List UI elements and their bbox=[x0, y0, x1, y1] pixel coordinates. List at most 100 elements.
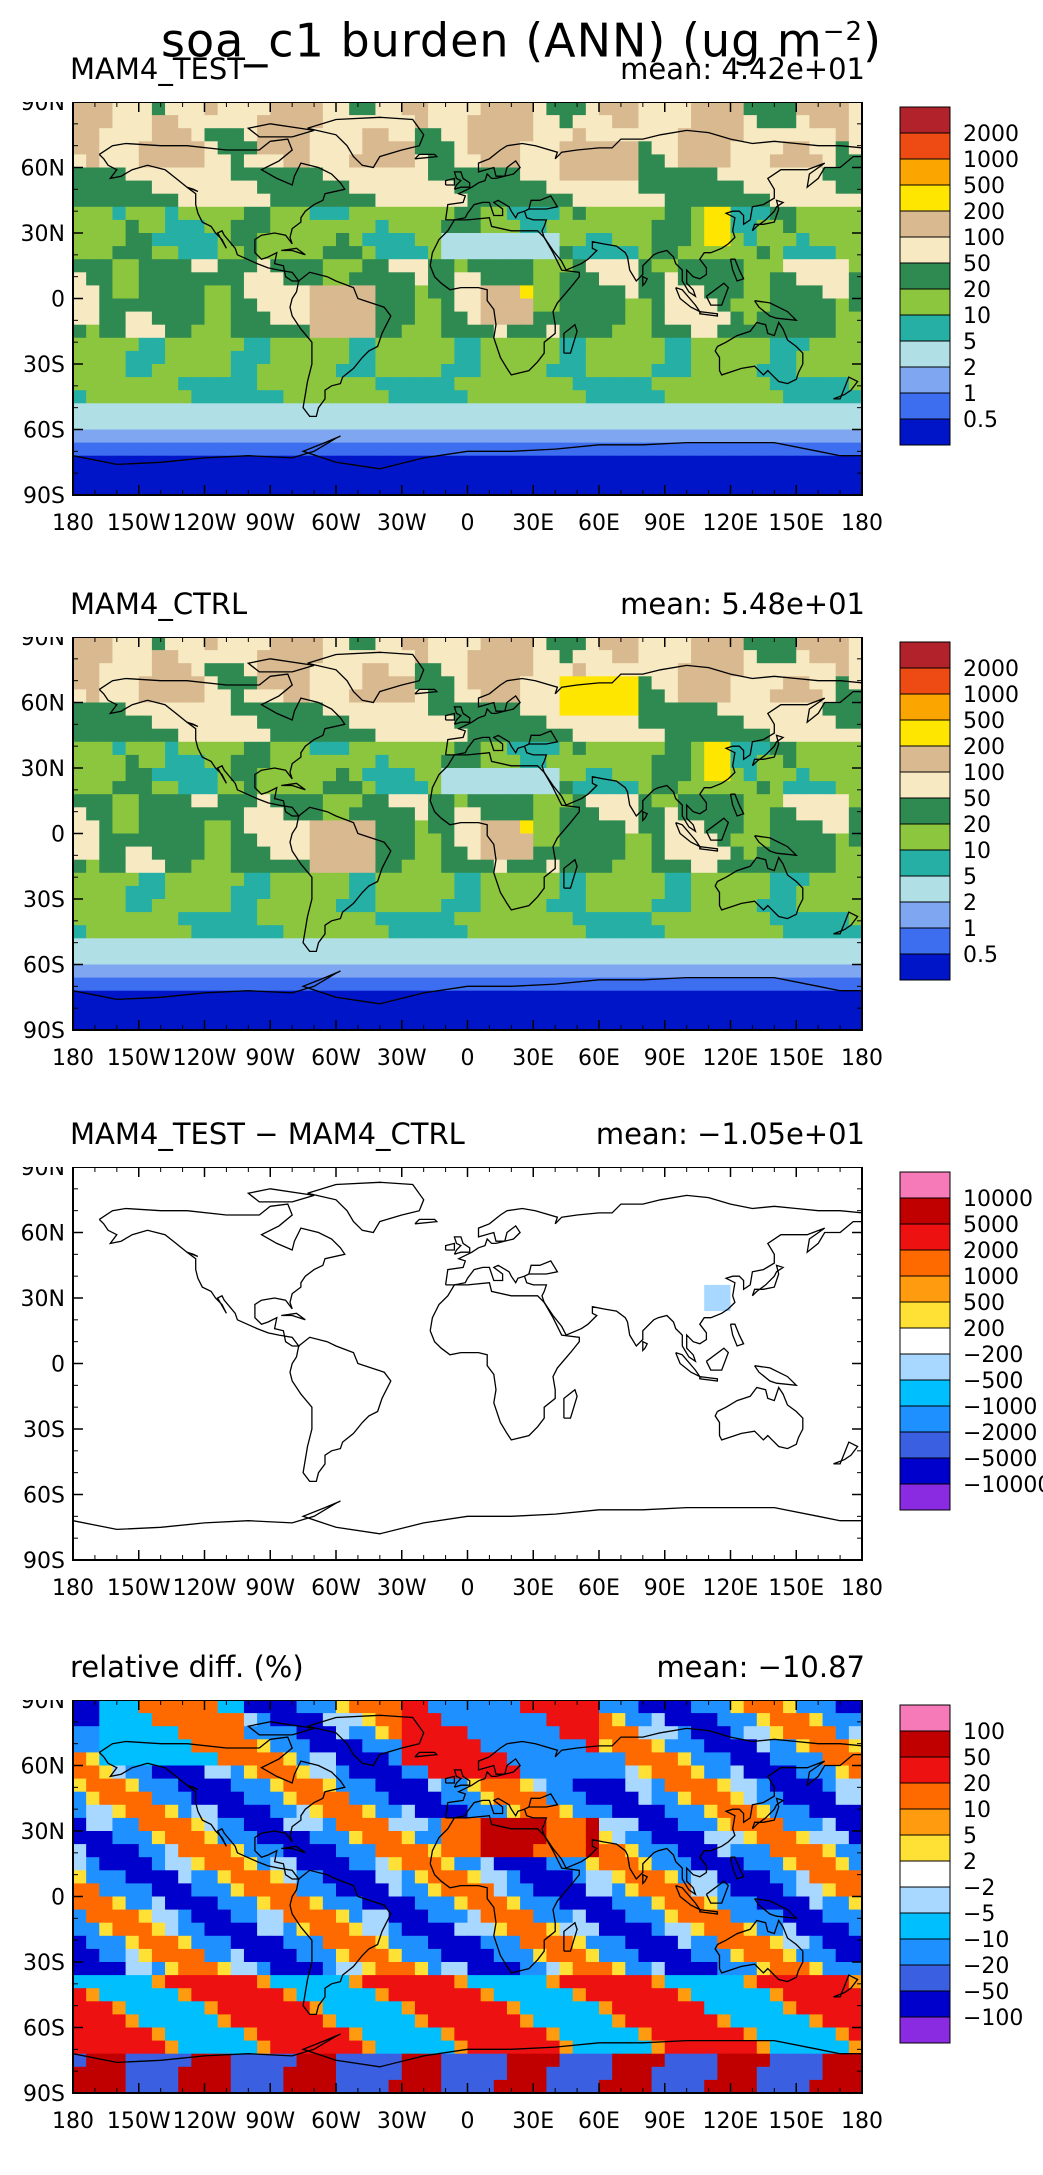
colorbar-swatch bbox=[899, 1808, 951, 1836]
colorbar-swatch bbox=[899, 1730, 951, 1758]
lat-tick-label: 60N bbox=[21, 1222, 65, 1247]
colorbar-swatch bbox=[899, 1860, 951, 1888]
colorbar-swatch bbox=[899, 1912, 951, 1940]
lon-tick-label: 150W bbox=[107, 2109, 171, 2134]
panel-3-coastlines bbox=[72, 1181, 863, 1535]
lat-tick-label: 60S bbox=[23, 419, 65, 444]
colorbar-label: 500 bbox=[963, 709, 1005, 734]
colorbar-label: −2000 bbox=[963, 1421, 1037, 1446]
colorbar-swatch bbox=[899, 1704, 951, 1732]
lat-tick-label: 30N bbox=[21, 1287, 65, 1312]
colorbar-swatch bbox=[899, 1431, 951, 1459]
colorbar-label: 200 bbox=[963, 200, 1005, 225]
colorbar-label: −20 bbox=[963, 1954, 1009, 1979]
lon-tick-label: 90W bbox=[245, 1046, 295, 1071]
colorbar-label: −500 bbox=[963, 1369, 1023, 1394]
lat-tick-label: 0 bbox=[51, 823, 65, 848]
colorbar-label: 2 bbox=[963, 891, 977, 916]
colorbar-label: 0.5 bbox=[963, 408, 998, 433]
colorbar-swatch bbox=[899, 288, 951, 316]
lon-tick-label: 60W bbox=[311, 511, 361, 536]
colorbar-swatch bbox=[899, 849, 951, 877]
colorbar-swatch bbox=[899, 1327, 951, 1355]
colorbar-label: 10000 bbox=[963, 1187, 1033, 1212]
lat-tick-label: 90N bbox=[21, 1167, 65, 1181]
colorbar-label: −50 bbox=[963, 1980, 1009, 2005]
lon-tick-label: 90E bbox=[644, 1576, 686, 1601]
lon-tick-label: 90W bbox=[245, 511, 295, 536]
panel-4-mean-label: mean: −10.87 bbox=[656, 1650, 865, 1684]
colorbar-label: 200 bbox=[963, 735, 1005, 760]
colorbar-swatch bbox=[899, 1483, 951, 1511]
lat-tick-label: 60N bbox=[21, 157, 65, 182]
colorbar-label: 1 bbox=[963, 382, 977, 407]
lon-tick-label: 60W bbox=[311, 1576, 361, 1601]
lat-tick-label: 30S bbox=[23, 888, 65, 913]
lon-tick-label: 30E bbox=[512, 1046, 554, 1071]
lon-tick-label: 120E bbox=[703, 511, 759, 536]
lon-tick-label: 180 bbox=[52, 2109, 94, 2134]
panel-3-field bbox=[73, 1167, 863, 1561]
colorbar-swatch bbox=[899, 1275, 951, 1303]
colorbar-swatch bbox=[899, 1457, 951, 1485]
lat-tick-label: 0 bbox=[51, 288, 65, 313]
lat-tick-label: 30N bbox=[21, 757, 65, 782]
colorbar-swatch bbox=[899, 1301, 951, 1329]
colorbar-label: 20 bbox=[963, 1772, 991, 1797]
lon-tick-label: 90W bbox=[245, 1576, 295, 1601]
colorbar-label: 5 bbox=[963, 330, 977, 355]
lon-tick-label: 60W bbox=[311, 2109, 361, 2134]
figure-title: soa_c1 burden (ANN) (ug m−2) bbox=[0, 0, 1043, 72]
colorbar-label: 500 bbox=[963, 1291, 1005, 1316]
colorbar-swatch bbox=[899, 210, 951, 238]
colorbar-swatch bbox=[899, 745, 951, 773]
colorbar-swatch bbox=[899, 693, 951, 721]
colorbar-swatch bbox=[899, 719, 951, 747]
lon-tick-label: 150W bbox=[107, 511, 171, 536]
lon-tick-label: 180 bbox=[841, 511, 883, 536]
lat-tick-label: 60N bbox=[21, 1755, 65, 1780]
colorbar-swatch bbox=[899, 1405, 951, 1433]
colorbar-label: −2 bbox=[963, 1876, 995, 1901]
lon-tick-label: 120W bbox=[173, 2109, 237, 2134]
panel-3-left-label: MAM4_TEST − MAM4_CTRL bbox=[70, 1117, 465, 1151]
panel-3-colorbar: 10000500020001000500200−200−500−1000−200… bbox=[899, 1171, 1043, 1511]
lon-tick-label: 0 bbox=[461, 1046, 475, 1071]
lon-tick-label: 150E bbox=[768, 1576, 824, 1601]
lon-tick-label: 180 bbox=[841, 2109, 883, 2134]
colorbar-label: 0.5 bbox=[963, 943, 998, 968]
colorbar-label: −1000 bbox=[963, 1395, 1037, 1420]
colorbar-label: 500 bbox=[963, 174, 1005, 199]
colorbar-label: 2 bbox=[963, 1850, 977, 1875]
colorbar-swatch bbox=[899, 1964, 951, 1992]
lat-tick-label: 60S bbox=[23, 2017, 65, 2042]
lat-tick-label: 0 bbox=[51, 1886, 65, 1911]
lon-tick-label: 0 bbox=[461, 511, 475, 536]
colorbar-label: −10 bbox=[963, 1928, 1009, 1953]
panel-4-field bbox=[73, 1700, 863, 2094]
colorbar-swatch bbox=[899, 340, 951, 368]
panel-2-mean-label: mean: 5.48e+01 bbox=[620, 587, 865, 621]
lon-tick-label: 180 bbox=[841, 1576, 883, 1601]
colorbar-swatch bbox=[899, 797, 951, 825]
lon-tick-label: 30E bbox=[512, 511, 554, 536]
lat-tick-label: 90S bbox=[23, 1549, 65, 1574]
colorbar-swatch bbox=[899, 771, 951, 799]
lon-tick-label: 30E bbox=[512, 1576, 554, 1601]
colorbar-label: 1 bbox=[963, 917, 977, 942]
lon-tick-label: 30W bbox=[377, 1046, 427, 1071]
colorbar-label: 2 bbox=[963, 356, 977, 381]
colorbar-label: 2000 bbox=[963, 1239, 1019, 1264]
colorbar-swatch bbox=[899, 2016, 951, 2044]
lon-tick-label: 120W bbox=[173, 1576, 237, 1601]
lat-tick-label: 30S bbox=[23, 1951, 65, 1976]
title-close: ) bbox=[863, 13, 883, 68]
lat-tick-label: 90S bbox=[23, 484, 65, 509]
lon-tick-label: 120E bbox=[703, 1046, 759, 1071]
lon-tick-label: 30W bbox=[377, 1576, 427, 1601]
colorbar-label: 50 bbox=[963, 787, 991, 812]
lon-tick-label: 120W bbox=[173, 511, 237, 536]
